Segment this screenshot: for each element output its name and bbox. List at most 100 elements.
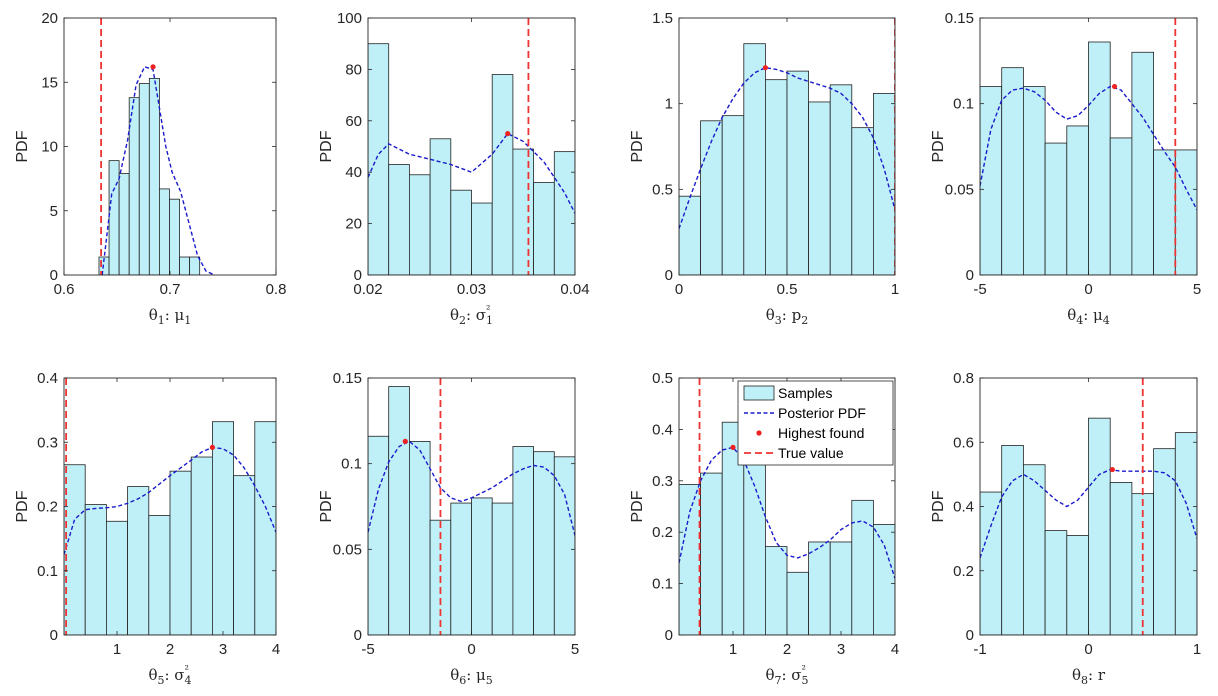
histogram-bar bbox=[1023, 464, 1046, 635]
legend-label: True value bbox=[778, 445, 844, 461]
histogram-bar bbox=[1109, 482, 1133, 635]
y-axis-label: PDF bbox=[318, 490, 335, 522]
histogram-bar bbox=[808, 101, 831, 275]
legend: Samples Posterior PDF Highest found True va… bbox=[737, 380, 894, 466]
histogram-bar bbox=[765, 79, 788, 275]
x-tick-label: 0.02 bbox=[353, 281, 382, 298]
y-tick-label: 0 bbox=[354, 267, 362, 284]
y-axis-label: PDF bbox=[629, 130, 646, 162]
histogram-bar bbox=[368, 43, 390, 275]
histogram-bar bbox=[765, 546, 788, 635]
x-tick-label: 0.04 bbox=[560, 281, 589, 298]
x-tick-label: 0 bbox=[1084, 641, 1092, 658]
x-tick-label: 0.6 bbox=[54, 281, 75, 298]
x-tick-label: 5 bbox=[1193, 281, 1201, 298]
histogram-bar bbox=[429, 138, 452, 275]
posterior-pdf-line bbox=[980, 85, 1197, 211]
y-tick-label: 20 bbox=[345, 216, 362, 233]
posterior-pdf-line bbox=[101, 65, 215, 275]
y-tick-label: 1 bbox=[665, 96, 673, 113]
histogram-bar bbox=[533, 451, 555, 635]
y-tick-label: 0.1 bbox=[37, 563, 58, 580]
posterior-pdf-line bbox=[368, 132, 575, 214]
histogram-bar bbox=[233, 475, 256, 635]
y-tick-label: 80 bbox=[345, 61, 362, 78]
histogram-bar bbox=[743, 456, 766, 635]
y-tick-label: 0.4 bbox=[652, 421, 673, 438]
highest-found-marker bbox=[209, 444, 215, 450]
x-tick-label: -1 bbox=[973, 641, 986, 658]
histogram-bar bbox=[1044, 530, 1068, 635]
x-axis-label: θ5: σ4² bbox=[148, 663, 191, 687]
histogram-bar bbox=[408, 440, 431, 635]
y-tick-label: 0.2 bbox=[953, 563, 974, 580]
x-tick-label: 1 bbox=[891, 281, 899, 298]
x-tick-label: 3 bbox=[837, 641, 845, 658]
legend-swatch-samples bbox=[743, 385, 775, 401]
y-tick-label: 0.4 bbox=[37, 370, 58, 387]
y-axis-label: PDF bbox=[318, 130, 335, 162]
y-tick-label: 0.05 bbox=[333, 541, 362, 558]
y-axis-label: PDF bbox=[14, 490, 31, 522]
histogram-bar bbox=[368, 435, 390, 635]
y-tick-label: 0 bbox=[354, 627, 362, 644]
x-tick-label: 0 bbox=[467, 641, 475, 658]
panel-7: 1 2 3 4 0 0.1 0.2 0.3 0.4 0.5 PDF θ7: σ5² bbox=[629, 370, 899, 687]
y-tick-label: 0.5 bbox=[652, 370, 673, 387]
y-tick-label: 20 bbox=[41, 10, 58, 27]
y-tick-label: 0.1 bbox=[652, 576, 673, 593]
histogram-bar bbox=[1023, 86, 1046, 275]
y-tick-label: 1.5 bbox=[652, 10, 673, 27]
x-tick-label: 4 bbox=[891, 641, 899, 658]
histogram-bar bbox=[1131, 51, 1155, 275]
panel-3: 0 0.5 1 0 0.5 1 1.5 PDF θ3: p2 bbox=[629, 10, 899, 327]
plot-area bbox=[679, 18, 895, 275]
histogram-bar bbox=[1066, 125, 1089, 275]
histogram-bar bbox=[1153, 448, 1176, 635]
y-tick-label: 0.1 bbox=[341, 456, 362, 473]
y-tick-label: 0 bbox=[966, 267, 974, 284]
histogram-bar bbox=[553, 151, 575, 275]
highest-found-marker bbox=[762, 65, 769, 71]
y-axis-label: PDF bbox=[930, 490, 947, 522]
x-axis-label: θ3: p2 bbox=[766, 306, 808, 327]
histogram-bar bbox=[553, 456, 575, 635]
histogram-bar bbox=[1109, 137, 1133, 275]
plot-area bbox=[64, 378, 276, 635]
y-tick-label: 0.8 bbox=[953, 370, 974, 387]
legend-label: Highest found bbox=[778, 425, 864, 441]
histogram-bar bbox=[1001, 445, 1024, 635]
histogram-bar bbox=[700, 120, 723, 275]
y-tick-label: 100 bbox=[337, 10, 362, 27]
histogram-bar bbox=[64, 464, 86, 635]
posterior-pdf-line bbox=[679, 446, 895, 579]
y-tick-label: 0 bbox=[665, 627, 673, 644]
histogram-bar bbox=[1153, 149, 1176, 275]
histogram-bar bbox=[127, 486, 150, 635]
histogram-bar bbox=[491, 74, 514, 275]
y-tick-label: 0.4 bbox=[953, 499, 974, 516]
highest-found-marker bbox=[1109, 466, 1115, 473]
highest-found-marker bbox=[505, 131, 511, 137]
x-axis-label: θ2: σ1² bbox=[450, 303, 493, 327]
x-tick-label: 0.5 bbox=[777, 281, 798, 298]
posterior-pdf-line bbox=[64, 446, 276, 555]
histogram-bar bbox=[1174, 149, 1197, 275]
posterior-pdf-line bbox=[980, 468, 1197, 559]
histogram-bar bbox=[980, 86, 1003, 275]
histogram-bar bbox=[512, 148, 535, 275]
x-tick-label: -5 bbox=[361, 641, 374, 658]
histogram-bar bbox=[158, 188, 170, 275]
y-tick-label: 0.05 bbox=[945, 181, 974, 198]
histogram-bar bbox=[873, 92, 895, 275]
histogram-bar bbox=[189, 256, 201, 275]
y-tick-label: 10 bbox=[41, 139, 58, 156]
plot-area bbox=[368, 378, 575, 635]
y-tick-label: 0.15 bbox=[333, 370, 362, 387]
histogram-bar bbox=[84, 504, 107, 635]
histogram-bar bbox=[471, 202, 493, 275]
histogram-bar bbox=[679, 483, 702, 635]
